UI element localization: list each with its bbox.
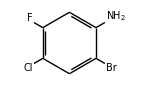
Text: NH$_2$: NH$_2$ xyxy=(106,9,126,23)
Text: Br: Br xyxy=(106,63,116,73)
Text: Cl: Cl xyxy=(24,63,33,73)
Text: F: F xyxy=(28,13,33,23)
